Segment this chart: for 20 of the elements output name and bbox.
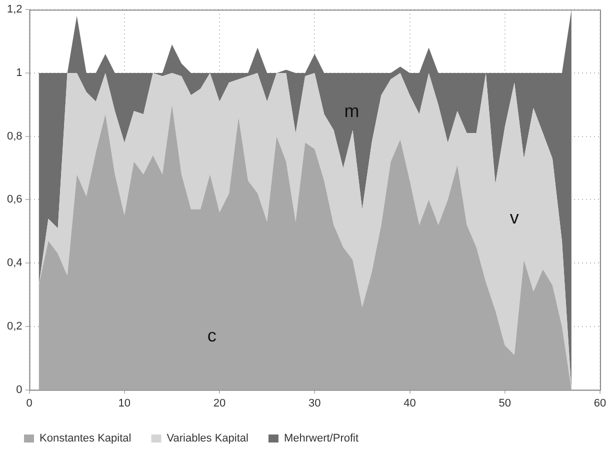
y-tick-label: 0,4 — [6, 257, 22, 270]
x-tick-label: 40 — [404, 397, 416, 410]
legend-label: Konstantes Kapital — [40, 432, 132, 445]
legend-label: Mehrwert/Profit — [284, 432, 359, 445]
y-tick-label: 0 — [16, 384, 22, 396]
x-tick-label: 10 — [118, 397, 131, 410]
annotation: c — [207, 326, 216, 346]
annotation: v — [510, 208, 519, 228]
legend-label: Variables Kapital — [166, 432, 248, 445]
x-tick-label: 0 — [26, 397, 32, 410]
x-tick-label: 50 — [498, 397, 512, 410]
y-tick-label: 0,6 — [6, 194, 22, 206]
x-tick-label: 20 — [213, 397, 226, 410]
y-tick-label: 0,2 — [6, 320, 22, 332]
annotation: m — [344, 101, 360, 122]
y-tick-label: 1 — [16, 67, 22, 79]
x-tick-label: 30 — [308, 397, 321, 410]
y-tick-label: 0,8 — [6, 130, 22, 142]
x-tick-label: 60 — [594, 397, 606, 410]
y-tick-label: 1,2 — [6, 4, 22, 16]
